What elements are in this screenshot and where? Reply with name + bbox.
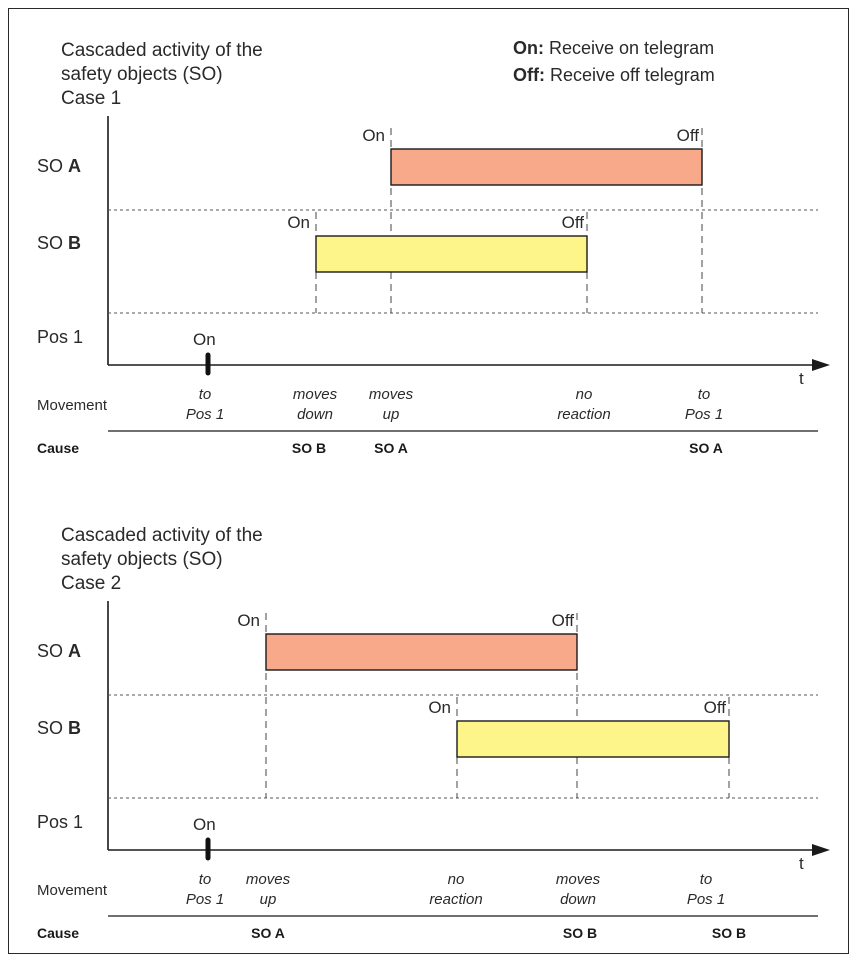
on-label: On (362, 126, 385, 145)
movement-line: to (199, 871, 212, 888)
movement-line: up (260, 891, 277, 908)
axis-label-t: t (799, 854, 804, 873)
row-label-letter: A (68, 156, 81, 176)
activity-bar-so-b (456, 720, 730, 758)
cause-row-label: Cause (37, 925, 79, 941)
off-label: Off (552, 611, 575, 630)
figure-frame (8, 8, 849, 954)
axis-label-t: t (799, 369, 804, 388)
row-label-prefix: SO (37, 718, 68, 738)
diagram-title-line: safety objects (SO) (61, 64, 223, 85)
legend-off: Off: Receive off telegram (513, 65, 715, 85)
movement-row-label: Movement (37, 882, 108, 899)
movement-line: reaction (429, 891, 482, 908)
diagram-title-line: safety objects (SO) (61, 549, 223, 570)
pos-on-label: On (193, 815, 216, 834)
movement-line: reaction (557, 406, 610, 423)
off-label: Off (704, 698, 727, 717)
activity-bar-so-a (390, 148, 703, 186)
row-label-so-a: SO A (37, 641, 81, 661)
movement-line: down (560, 891, 596, 908)
activity-bar-so-b (315, 235, 588, 273)
row-label-so-b: SO B (37, 718, 81, 738)
cause-label: SO A (374, 440, 408, 456)
off-label: Off (562, 213, 585, 232)
movement-line: to (700, 871, 713, 888)
movement-line: no (448, 871, 465, 888)
cause-label: SO B (292, 440, 326, 456)
movement-line: moves (246, 871, 291, 888)
diagram-title-line: Case 2 (61, 573, 121, 594)
movement-line: Pos 1 (186, 891, 224, 908)
movement-line: Pos 1 (186, 406, 224, 423)
off-label: Off (677, 126, 700, 145)
legend: On: Receive on telegram Off: Receive off… (513, 38, 715, 85)
movement-line: moves (293, 386, 338, 403)
cause-label: SO A (251, 925, 285, 941)
diagram-title-line: Cascaded activity of the (61, 40, 263, 61)
movement-row-label: Movement (37, 397, 108, 414)
on-label: On (428, 698, 451, 717)
movement-line: down (297, 406, 333, 423)
movement-line: no (576, 386, 593, 403)
on-label: On (237, 611, 260, 630)
row-label-letter: B (68, 233, 81, 253)
legend-off-text: Receive off telegram (545, 65, 715, 85)
diagram-case-2: Cascaded activity of the safety objects (… (37, 525, 830, 941)
movement-line: Pos 1 (685, 406, 723, 423)
movement-line: to (698, 386, 711, 403)
legend-on-text: Receive on telegram (544, 38, 714, 58)
pos-on-label: On (193, 330, 216, 349)
legend-on-key: On: (513, 38, 544, 58)
x-axis-arrowhead (812, 844, 830, 856)
row-label-pos-1: Pos 1 (37, 327, 83, 347)
row-label-prefix: SO (37, 233, 68, 253)
row-label-so-a: SO A (37, 156, 81, 176)
diagram-case-1: Cascaded activity of the safety objects (… (37, 40, 830, 456)
legend-off-key: Off: (513, 65, 545, 85)
row-label-letter: B (68, 718, 81, 738)
diagram-title-line: Case 1 (61, 88, 121, 109)
movement-line: up (383, 406, 400, 423)
cause-label: SO B (563, 925, 597, 941)
movement-line: moves (556, 871, 601, 888)
cause-label: SO B (712, 925, 746, 941)
cause-label: SO A (689, 440, 723, 456)
movement-line: to (199, 386, 212, 403)
row-label-prefix: SO (37, 156, 68, 176)
row-label-pos-1: Pos 1 (37, 812, 83, 832)
activity-bar-so-a (265, 633, 578, 671)
movement-line: moves (369, 386, 414, 403)
on-label: On (287, 213, 310, 232)
x-axis-arrowhead (812, 359, 830, 371)
row-label-so-b: SO B (37, 233, 81, 253)
cause-row-label: Cause (37, 440, 79, 456)
row-label-letter: A (68, 641, 81, 661)
row-label-prefix: SO (37, 641, 68, 661)
legend-on: On: Receive on telegram (513, 38, 714, 58)
movement-line: Pos 1 (687, 891, 725, 908)
diagram-title-line: Cascaded activity of the (61, 525, 263, 546)
